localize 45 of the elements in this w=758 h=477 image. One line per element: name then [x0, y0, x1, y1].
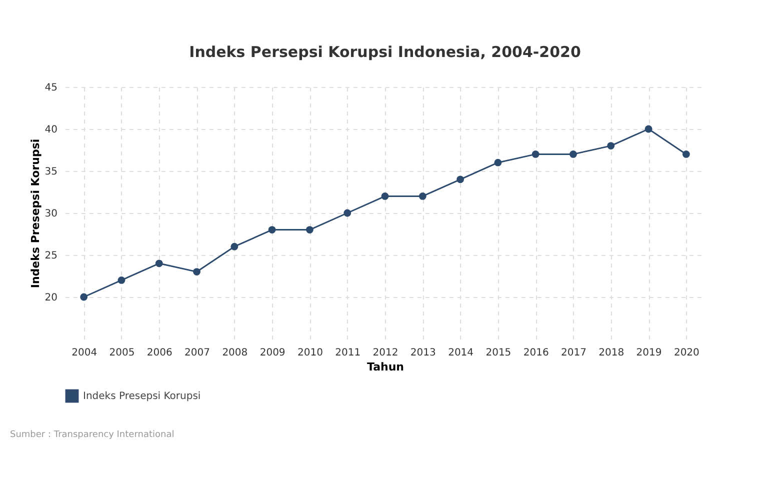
x-tick-label: 2012 [372, 348, 398, 358]
legend-label: Indeks Presepsi Korupsi [83, 391, 201, 402]
x-tick-label: 2009 [260, 348, 286, 358]
point [344, 209, 352, 217]
point [570, 150, 577, 158]
y-tick-label: 40 [44, 124, 58, 136]
point [532, 150, 540, 158]
x-tick-label: 2004 [72, 348, 98, 358]
y-axis-title: Indeks Presepsi Korupsi [28, 138, 42, 288]
y-tick-label: 45 [44, 82, 58, 94]
x-tick-label: 2007 [184, 348, 210, 358]
x-tick-label: 2011 [335, 348, 361, 358]
point [155, 260, 163, 268]
x-tick-label: 2013 [410, 348, 436, 358]
x-tick-label: 2020 [674, 348, 700, 358]
point [230, 242, 238, 250]
point [268, 226, 276, 234]
x-tick-label: 2008 [222, 348, 248, 358]
point [494, 158, 502, 166]
point [193, 268, 200, 276]
y-tick-label: 25 [44, 250, 58, 262]
point [418, 192, 426, 200]
point [456, 176, 464, 184]
point [381, 192, 389, 200]
point [682, 150, 690, 158]
x-axis-title: Tahun [366, 360, 404, 374]
point [80, 293, 88, 301]
x-tick-label: 2017 [561, 348, 586, 358]
x-tick-label: 2005 [109, 348, 135, 358]
point [118, 276, 126, 284]
x-tick-label: 2015 [486, 348, 512, 358]
y-tick-label: 30 [44, 208, 58, 220]
y-tick-label: 20 [44, 292, 58, 304]
y-tick-label: 35 [44, 166, 58, 178]
point [607, 142, 615, 150]
x-tick-label: 2006 [146, 348, 172, 358]
point [306, 226, 314, 234]
point [644, 125, 652, 133]
x-tick-label: 2018 [598, 348, 624, 358]
x-tick-label: 2016 [523, 348, 549, 358]
text: Sumber : Transparency International [10, 430, 174, 440]
x-tick-label: 2019 [636, 348, 662, 358]
x-tick-label: 2014 [448, 348, 474, 358]
x-tick-label: 2010 [297, 348, 323, 358]
chart-title: Indeks Persepsi Korupsi Indonesia, 2004-2020 [189, 43, 581, 61]
